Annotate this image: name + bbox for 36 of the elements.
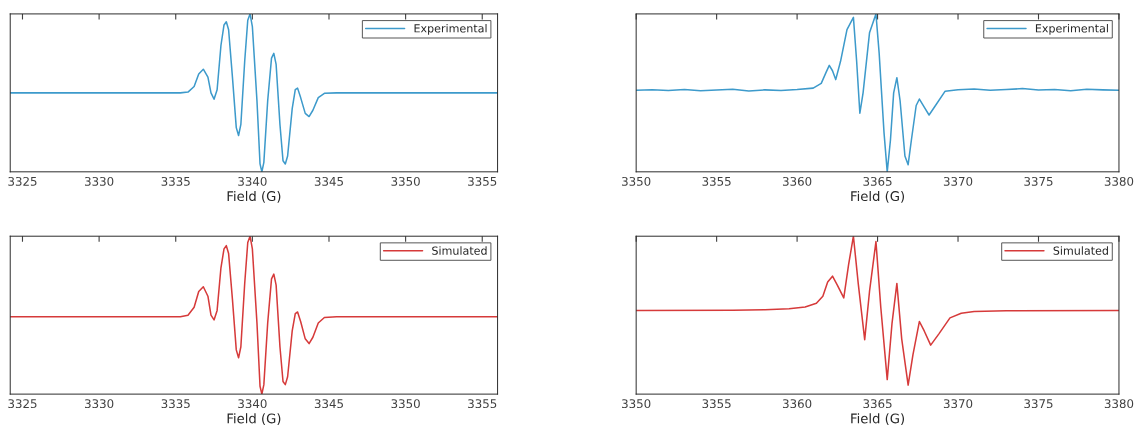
x-tick-label: 3355 [702,399,731,409]
x-tick-label: 3350 [622,399,651,409]
x-tick-label: 3380 [1104,176,1134,186]
x-tick-label: 3355 [468,399,497,409]
legend-label: Simulated [432,246,487,255]
x-tick-label: 3335 [161,176,190,186]
x-tick-label: 3370 [943,399,973,409]
x-axis-title: Field (G) [227,413,281,425]
legend-label: Simulated [1053,246,1108,255]
x-tick-label: 3345 [314,176,343,186]
x-tick-label: 3360 [782,176,812,186]
x-tick-label: 3365 [863,176,892,186]
x-tick-label: 3360 [782,399,812,409]
x-tick-label: 3345 [314,399,343,409]
legend-label: Experimental [414,23,487,35]
x-tick-label: 3335 [161,399,190,409]
legend-label: Experimental [1035,23,1108,35]
x-tick-label: 3355 [702,176,731,186]
x-tick-label: 3340 [238,176,267,186]
x-tick-label: 3355 [468,176,497,186]
x-tick-label: 3370 [943,176,973,186]
x-tick-label: 3350 [622,176,651,186]
x-tick-label: 3375 [1024,399,1053,409]
x-tick-label: 3380 [1104,399,1134,409]
x-axis-title: Field (G) [851,190,905,203]
x-axis-title: Field (G) [227,190,281,203]
x-tick-label: 3330 [84,176,114,186]
x-axis-title: Field (G) [851,413,905,425]
x-tick-label: 3325 [8,399,37,409]
x-tick-label: 3325 [8,176,37,186]
x-tick-label: 3340 [238,399,267,409]
x-tick-label: 3375 [1024,176,1053,186]
x-tick-label: 3350 [391,399,420,409]
x-tick-label: 3350 [391,176,420,186]
x-tick-label: 3365 [863,399,892,409]
x-tick-label: 3330 [84,399,114,409]
